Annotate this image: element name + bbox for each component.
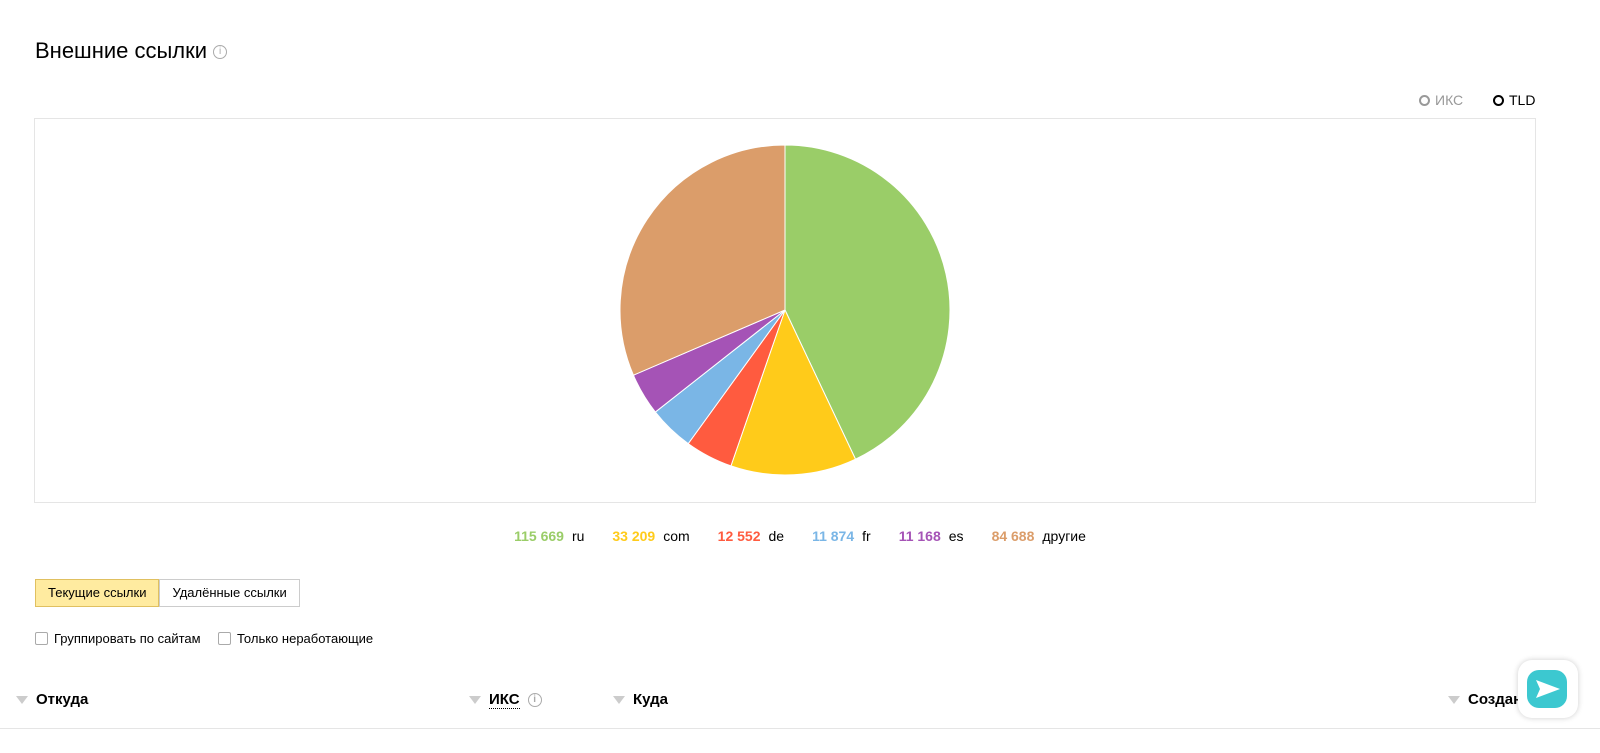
legend-label: другие <box>1042 528 1086 544</box>
checkbox[interactable]: Только неработающие <box>218 631 373 646</box>
legend-label: es <box>948 528 964 544</box>
checkbox[interactable]: Группировать по сайтам <box>35 631 201 646</box>
legend-item: 84 688 другие <box>992 528 1086 544</box>
switch-label: ИКС <box>1435 92 1464 108</box>
checkbox-label: Только неработающие <box>237 631 374 646</box>
switch-tld[interactable]: TLD <box>1493 92 1535 108</box>
legend-value: 115 669 <box>514 528 564 544</box>
column-header[interactable]: Откуда <box>16 691 88 708</box>
tabs: Текущие ссылки Удалённые ссылки <box>35 579 300 607</box>
pie-chart <box>619 144 951 476</box>
legend-label: fr <box>862 528 871 544</box>
tab[interactable]: Удалённые ссылки <box>159 579 300 607</box>
legend-value: 12 552 <box>717 528 761 544</box>
pie-slice[interactable] <box>619 144 786 376</box>
legend-item: 11 168 es <box>899 528 964 544</box>
info-icon[interactable]: i <box>527 693 542 707</box>
legend-item: 33 209 com <box>612 528 689 544</box>
info-icon[interactable]: i <box>213 45 228 60</box>
column-header[interactable]: ИКС i <box>469 691 542 709</box>
switch-label: TLD <box>1509 92 1536 108</box>
pie-slice[interactable] <box>784 144 951 460</box>
legend-value: 84 688 <box>991 528 1035 544</box>
legend-item: 12 552 de <box>718 528 784 544</box>
tab[interactable]: Текущие ссылки <box>35 579 160 607</box>
column-label: ИКС <box>489 691 520 709</box>
chat-icon <box>1527 670 1567 708</box>
switch-iks[interactable]: ИКС <box>1419 92 1463 108</box>
legend-label: de <box>768 528 785 544</box>
title-text: Внешние ссылки <box>35 38 208 63</box>
legend-item: 115 669 ru <box>514 528 584 544</box>
legend-value: 11 168 <box>898 528 941 544</box>
legend-label: com <box>663 528 690 544</box>
column-header[interactable]: Создан <box>1448 691 1522 708</box>
column-header[interactable]: Куда <box>613 691 668 708</box>
legend-item: 11 874 fr <box>812 528 871 544</box>
chat-widget[interactable] <box>1518 660 1578 718</box>
checkbox-label: Группировать по сайтам <box>54 631 201 646</box>
legend-label: ru <box>571 528 585 544</box>
column-label: Создан <box>1468 691 1523 708</box>
column-label: Куда <box>633 691 668 708</box>
legend: 115 669 ru 33 209 com 12 552 de 11 874 fr 11 168… <box>0 528 1600 544</box>
page-title: Внешние ссылки i <box>35 38 228 64</box>
chart-frame <box>34 118 1536 503</box>
divider <box>0 728 1600 729</box>
column-label: Откуда <box>36 691 89 708</box>
legend-value: 11 874 <box>812 528 855 544</box>
legend-value: 33 209 <box>612 528 656 544</box>
pie-slice[interactable] <box>730 308 857 476</box>
